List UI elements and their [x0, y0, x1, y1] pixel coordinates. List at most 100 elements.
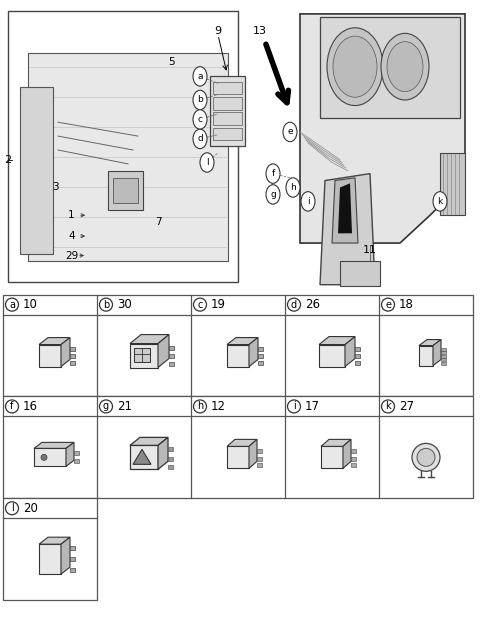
Polygon shape	[66, 442, 74, 467]
Bar	[3, 498, 97, 600]
Polygon shape	[320, 17, 460, 118]
Text: 9: 9	[215, 26, 222, 35]
Text: 17: 17	[305, 400, 320, 413]
Bar	[108, 171, 143, 210]
Bar	[168, 465, 173, 469]
Text: b: b	[197, 96, 203, 104]
Circle shape	[387, 42, 423, 92]
Text: i: i	[307, 197, 309, 206]
Polygon shape	[28, 53, 228, 261]
Circle shape	[327, 28, 383, 106]
Polygon shape	[249, 439, 257, 469]
Text: i: i	[293, 401, 295, 412]
Circle shape	[412, 444, 440, 471]
Text: f: f	[10, 401, 14, 412]
Bar	[355, 354, 360, 358]
Bar	[74, 460, 79, 463]
Polygon shape	[61, 537, 70, 574]
Circle shape	[283, 122, 297, 142]
Circle shape	[266, 185, 280, 204]
Circle shape	[5, 400, 19, 413]
Bar	[134, 347, 150, 362]
Polygon shape	[227, 345, 249, 367]
Circle shape	[417, 448, 435, 467]
Text: 27: 27	[399, 400, 414, 413]
Polygon shape	[319, 345, 345, 367]
Bar	[340, 261, 380, 286]
Text: a: a	[9, 299, 15, 310]
Circle shape	[99, 400, 112, 413]
Text: 19: 19	[211, 298, 226, 311]
Text: 7: 7	[155, 217, 162, 227]
Bar	[441, 351, 446, 354]
Circle shape	[193, 298, 206, 311]
Polygon shape	[133, 449, 151, 464]
Text: 4: 4	[68, 231, 74, 241]
Text: 11: 11	[363, 245, 377, 255]
Bar	[441, 362, 446, 365]
Text: g: g	[270, 190, 276, 199]
Bar	[169, 345, 174, 349]
Bar	[351, 457, 356, 462]
Circle shape	[200, 153, 214, 172]
Circle shape	[41, 454, 47, 460]
Circle shape	[193, 110, 207, 129]
Polygon shape	[20, 87, 53, 254]
Text: e: e	[385, 299, 391, 310]
Text: 26: 26	[305, 298, 320, 311]
Polygon shape	[34, 442, 74, 448]
Polygon shape	[158, 437, 168, 469]
Bar	[258, 360, 263, 365]
Text: c: c	[197, 115, 203, 124]
Text: g: g	[103, 401, 109, 412]
Text: 30: 30	[117, 298, 132, 311]
Polygon shape	[210, 76, 245, 146]
Bar	[3, 396, 473, 498]
Text: f: f	[271, 169, 275, 178]
Polygon shape	[300, 14, 465, 243]
Circle shape	[193, 67, 207, 86]
Polygon shape	[39, 537, 70, 544]
Text: d: d	[291, 299, 297, 310]
Text: e: e	[287, 128, 293, 137]
Circle shape	[433, 192, 447, 211]
Polygon shape	[249, 338, 258, 367]
Text: c: c	[197, 299, 203, 310]
Polygon shape	[419, 345, 433, 365]
Bar	[355, 360, 360, 365]
Text: 12: 12	[211, 400, 226, 413]
Polygon shape	[227, 338, 258, 345]
Polygon shape	[321, 439, 351, 446]
Bar	[213, 113, 242, 125]
Polygon shape	[285, 7, 470, 285]
Circle shape	[333, 36, 377, 97]
Circle shape	[382, 298, 395, 311]
Circle shape	[5, 298, 19, 311]
Polygon shape	[61, 338, 70, 367]
Bar	[355, 347, 360, 351]
Circle shape	[266, 164, 280, 183]
Circle shape	[381, 33, 429, 100]
Polygon shape	[130, 335, 169, 344]
Bar	[351, 449, 356, 453]
Polygon shape	[332, 178, 358, 243]
Circle shape	[288, 298, 300, 311]
Bar	[8, 11, 238, 282]
Text: k: k	[437, 197, 443, 206]
Bar	[257, 463, 262, 467]
Text: 16: 16	[23, 400, 38, 413]
Text: l: l	[206, 158, 208, 167]
Text: 18: 18	[399, 298, 414, 311]
Bar	[441, 354, 446, 358]
Bar	[441, 358, 446, 361]
Circle shape	[193, 129, 207, 149]
Polygon shape	[343, 439, 351, 469]
Polygon shape	[345, 337, 355, 367]
Polygon shape	[321, 446, 343, 469]
Polygon shape	[39, 338, 70, 345]
Bar	[168, 457, 173, 462]
Bar	[351, 463, 356, 467]
Text: a: a	[197, 72, 203, 81]
Bar	[70, 546, 75, 550]
Text: l: l	[11, 503, 13, 513]
